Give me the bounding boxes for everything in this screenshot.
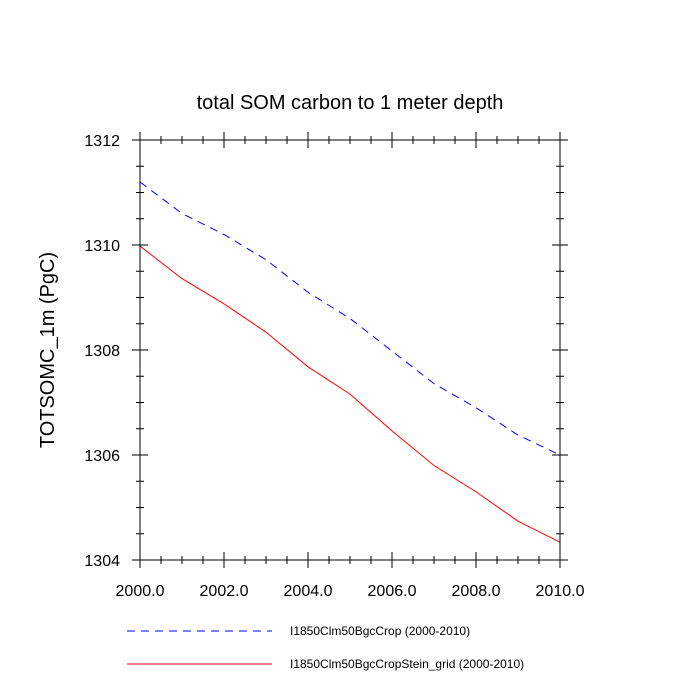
legend-label-2: I1850Clm50BgcCropStein_grid (2000-2010) — [290, 657, 524, 671]
y-tick-label: 1308 — [84, 343, 120, 360]
series-line-2 — [139, 245, 561, 543]
x-tick-label: 2008.0 — [452, 583, 501, 600]
x-tick-label: 2006.0 — [368, 583, 417, 600]
tick-labels: 2000.0 2002.0 2004.0 2006.0 2008.0 2010.0 1304… — [84, 133, 584, 600]
x-tick-label: 2004.0 — [284, 583, 333, 600]
y-axis-label: TOTSOMC_1m (PgC) — [37, 252, 59, 448]
plot-frame — [139, 139, 561, 561]
y-tick-label: 1310 — [84, 238, 120, 255]
y-tick-label: 1306 — [84, 448, 120, 465]
series-lines — [139, 181, 561, 543]
y-tick-label: 1312 — [84, 133, 120, 150]
legend-label-1: I1850Clm50BgcCrop (2000-2010) — [290, 624, 470, 638]
axis-ticks — [132, 132, 568, 568]
x-tick-label: 2002.0 — [200, 583, 249, 600]
x-tick-label: 2010.0 — [536, 583, 585, 600]
series-line-1 — [139, 181, 561, 456]
legend: I1850Clm50BgcCrop (2000-2010) I1850Clm50B… — [127, 624, 524, 671]
chart-title: total SOM carbon to 1 meter depth — [197, 92, 504, 114]
x-tick-label: 2000.0 — [116, 583, 165, 600]
y-tick-label: 1304 — [84, 553, 120, 570]
